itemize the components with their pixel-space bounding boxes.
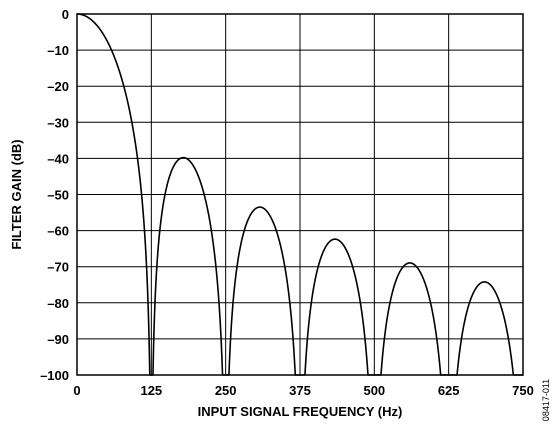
y-tick-label: –10 [47, 43, 69, 58]
filter-gain-curve [76, 13, 524, 376]
x-tick-label: 375 [289, 383, 311, 398]
y-tick-label: –90 [47, 332, 69, 347]
y-axis-label: FILTER GAIN (dB) [9, 139, 24, 249]
y-tick-label: –40 [47, 151, 69, 166]
x-axis-label: INPUT SIGNAL FREQUENCY (Hz) [198, 404, 403, 419]
y-tick-label: –30 [47, 115, 69, 130]
x-tick-label: 0 [73, 383, 80, 398]
y-tick-label: –80 [47, 296, 69, 311]
grid-lines [77, 14, 523, 375]
x-tick-label: 750 [512, 383, 534, 398]
figure-id: 08417-011 [541, 379, 551, 421]
y-tick-label: –20 [47, 79, 69, 94]
y-tick-labels: 0 –10 –20 –30 –40 –50 –60 –70 –80 –90 –100 [40, 7, 69, 383]
x-tick-label: 500 [363, 383, 385, 398]
x-tick-label: 250 [215, 383, 237, 398]
x-tick-labels: 0 125 250 375 500 625 750 [73, 383, 533, 398]
y-tick-label: –60 [47, 224, 69, 239]
y-tick-label: –100 [40, 368, 69, 383]
y-tick-label: –70 [47, 260, 69, 275]
y-tick-label: –50 [47, 188, 69, 203]
y-tick-label: 0 [62, 7, 69, 22]
x-tick-label: 625 [438, 383, 460, 398]
x-tick-label: 125 [140, 383, 162, 398]
